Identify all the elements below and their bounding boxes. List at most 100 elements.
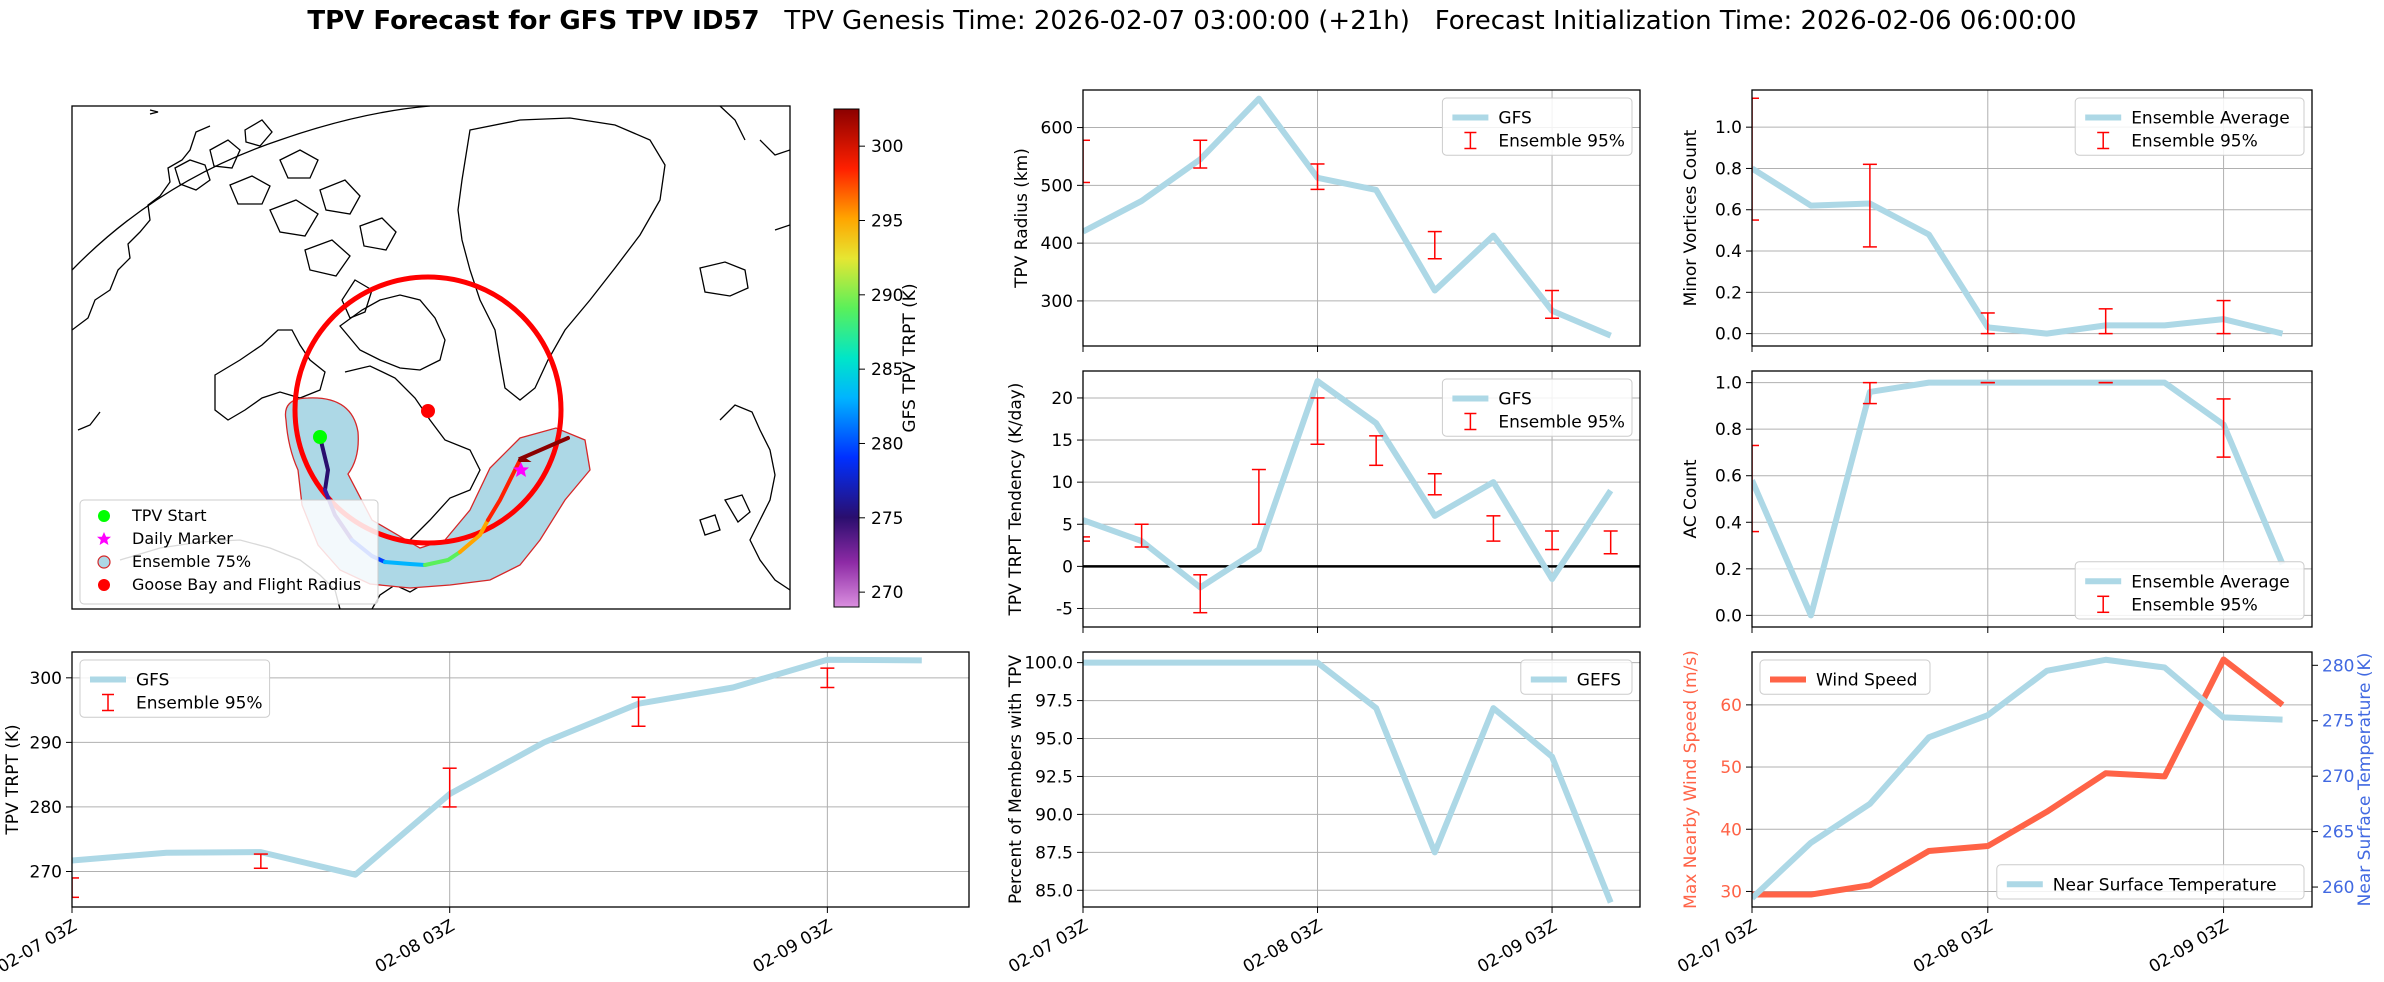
ytick-label: 270	[30, 862, 62, 882]
legend-box	[1441, 97, 1633, 156]
legend-tendency: GFS Ensemble 95%	[1441, 378, 1633, 437]
colorbar-tick-label: 295	[871, 211, 903, 231]
legend-label: Ensemble Average	[2131, 572, 2290, 592]
series-group	[1752, 97, 2284, 337]
ytick-label: 0.4	[1715, 242, 1742, 262]
tpv-track	[318, 435, 570, 567]
legend-label: GFS	[1498, 109, 1531, 129]
legend-minor: Ensemble Average Ensemble 95%	[2074, 97, 2305, 156]
legend-ensemble-75-icon	[97, 555, 111, 569]
xtick-label: 02-08 03Z	[372, 916, 458, 977]
legend-wind_temp: Wind Speed	[1759, 659, 1931, 695]
ytick-label: 87.5	[1035, 843, 1073, 863]
ylabel-radius: TPV Radius (km)	[1012, 148, 1032, 289]
ytick-label: 40	[1720, 820, 1742, 840]
ylabel-minor: Minor Vortices Count	[1681, 129, 1701, 306]
chart-radius: 300 400 500 600 TPV Radius (km) GFS Ensemble 9…	[1012, 89, 1641, 352]
errorbar-radius	[1083, 139, 1090, 184]
xtick-label: 02-08 03Z	[1910, 916, 1996, 977]
y2tick-label: 275	[2322, 712, 2354, 732]
plot-frame	[1751, 370, 2313, 628]
ytick-label: 0.8	[1715, 420, 1742, 440]
plot-frame	[1082, 89, 1641, 347]
ytick-label: 1.0	[1715, 118, 1742, 138]
errorbar-trpt	[631, 696, 646, 727]
tpv-start-marker	[313, 430, 327, 444]
series-group	[1752, 656, 2285, 901]
errorbar-tendency	[1369, 435, 1384, 467]
legend-tpv-start-icon	[98, 510, 110, 522]
errorbar-trpt	[253, 853, 268, 870]
ytick-label: 95.0	[1035, 730, 1073, 750]
ytick-label: 92.5	[1035, 767, 1073, 787]
legend-label: Ensemble 95%	[2131, 595, 2258, 615]
legend-daily-marker: Daily Marker	[132, 529, 233, 548]
chart-minor: 0.0 0.2 0.4 0.6 0.8 1.0 Minor Vortices Count En…	[1681, 89, 2313, 352]
errorbar-tendency	[1193, 574, 1208, 614]
map-frame	[71, 105, 791, 610]
colorbar-tick-label: 275	[871, 509, 903, 529]
xtick-label: 02-09 03Z	[1474, 916, 1560, 977]
legend-box	[2074, 561, 2305, 620]
series-line-ensemble-average	[1752, 379, 2286, 619]
legend-wind_temp: Near Surface Temperature	[1996, 864, 2305, 900]
ytick-label: 280	[30, 798, 62, 818]
series-group	[1083, 378, 1640, 614]
series-line-ensemble-average	[1752, 165, 2284, 337]
colorbar-tick-label: 280	[871, 434, 903, 454]
ytick-label: 0	[1062, 557, 1073, 577]
ytick-label: 0.2	[1715, 283, 1742, 303]
errorbar-tendency	[1251, 468, 1266, 526]
xtick-label: 02-09 03Z	[2146, 916, 2232, 977]
plot-frame	[1082, 651, 1641, 908]
errorbar-tendency	[1083, 536, 1090, 542]
ytick-label: 1.0	[1715, 374, 1742, 394]
ytick-label: 90.0	[1035, 805, 1073, 825]
ytick-label: 10	[1051, 473, 1073, 493]
plot-frame	[1082, 370, 1641, 628]
y2tick-label: 270	[2322, 767, 2354, 787]
xtick-label: 02-08 03Z	[1240, 916, 1326, 977]
series-line-near-surface-temperature	[1752, 656, 2283, 901]
ytick-label: 50	[1720, 758, 1742, 778]
series-group	[72, 656, 922, 899]
chart-ac: 0.0 0.2 0.4 0.6 0.8 1.0 AC Count Ensemble Avera…	[1681, 370, 2313, 633]
ytick-label: 20	[1051, 389, 1073, 409]
ytick-label: 0.0	[1715, 606, 1742, 626]
xtick-label: 02-07 03Z	[0, 916, 81, 977]
legend-ac: Ensemble Average Ensemble 95%	[2074, 561, 2305, 620]
ytick-label: 97.5	[1035, 692, 1073, 712]
daily-marker-star	[513, 462, 529, 477]
errorbar-tendency	[1545, 530, 1560, 551]
ytick-label: 30	[1720, 882, 1742, 902]
ytick-label: 0.8	[1715, 159, 1742, 179]
errorbar-minor	[1752, 97, 1759, 221]
errorbar-ac	[1862, 381, 1877, 405]
legend-label: Wind Speed	[1816, 671, 1917, 691]
ytick-label: -5	[1056, 599, 1073, 619]
series-line-wind-speed	[1752, 656, 2285, 898]
errorbar-trpt	[442, 767, 457, 808]
y2tick-label: 280	[2322, 656, 2354, 676]
series-group	[1083, 95, 1612, 339]
figure-title-bold: TPV Forecast for GFS TPV ID57	[307, 6, 760, 36]
legend-box	[1759, 659, 1931, 695]
goose-bay-marker	[421, 404, 435, 418]
colorbar-tick-label: 290	[871, 286, 903, 306]
errorbar-radius	[1545, 289, 1560, 320]
errorbar-minor	[2098, 308, 2113, 335]
ytick-label: 0.4	[1715, 513, 1742, 533]
chart-trpt: 270 280 290 300 TPV TRPT (K) 02-07 03Z 02-08 0…	[0, 651, 970, 977]
errorbar-minor	[1862, 163, 1877, 248]
plot-frame	[71, 651, 970, 908]
errorbar-radius	[1193, 139, 1208, 169]
errorbar-tendency	[1310, 397, 1325, 446]
y2label: Near Surface Temperature (K)	[2355, 653, 2375, 907]
ylabel-members: Percent of Members with TPV	[1006, 655, 1026, 904]
ytick-label: 500	[1041, 176, 1073, 196]
legend-label: Ensemble 95%	[136, 694, 263, 714]
xtick-label: 02-09 03Z	[750, 916, 836, 977]
plot-frame	[1751, 89, 2313, 347]
ylabel-wind_temp: Max Nearby Wind Speed (m/s)	[1681, 650, 1701, 909]
legend-goose-bay-icon	[98, 579, 110, 591]
